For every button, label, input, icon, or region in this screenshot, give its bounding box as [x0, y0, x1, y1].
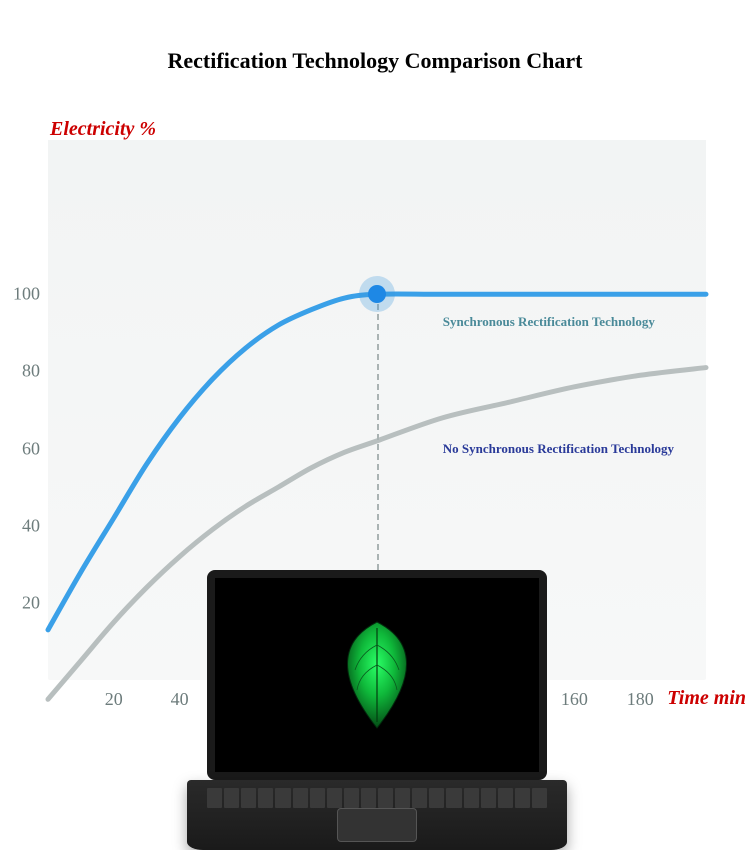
y-tick-label: 60 [10, 438, 40, 459]
laptop-keyboard [207, 788, 547, 808]
y-tick-label: 80 [10, 361, 40, 382]
laptop-trackpad [337, 808, 417, 842]
highlight-dot-inner [368, 285, 386, 303]
x-tick-label: 180 [627, 689, 654, 710]
laptop-base [187, 780, 567, 850]
laptop-illustration [187, 570, 567, 850]
x-axis-title: Time min [667, 687, 746, 710]
x-tick-label: 40 [171, 689, 189, 710]
chart-plot-area: Electricity % Time min Synchronous Recti… [48, 140, 706, 680]
y-tick-label: 40 [10, 515, 40, 536]
x-tick-label: 160 [561, 689, 588, 710]
leaf-icon [327, 620, 427, 730]
y-axis-title: Electricity % [50, 118, 156, 141]
series-label-nosync: No Synchronous Rectification Technology [443, 441, 674, 457]
y-tick-label: 20 [10, 592, 40, 613]
y-tick-label: 100 [10, 284, 40, 305]
laptop-screen [207, 570, 547, 780]
chart-title: Rectification Technology Comparison Char… [0, 0, 750, 74]
x-tick-label: 20 [105, 689, 123, 710]
series-label-sync: Synchronous Rectification Technology [443, 314, 655, 330]
